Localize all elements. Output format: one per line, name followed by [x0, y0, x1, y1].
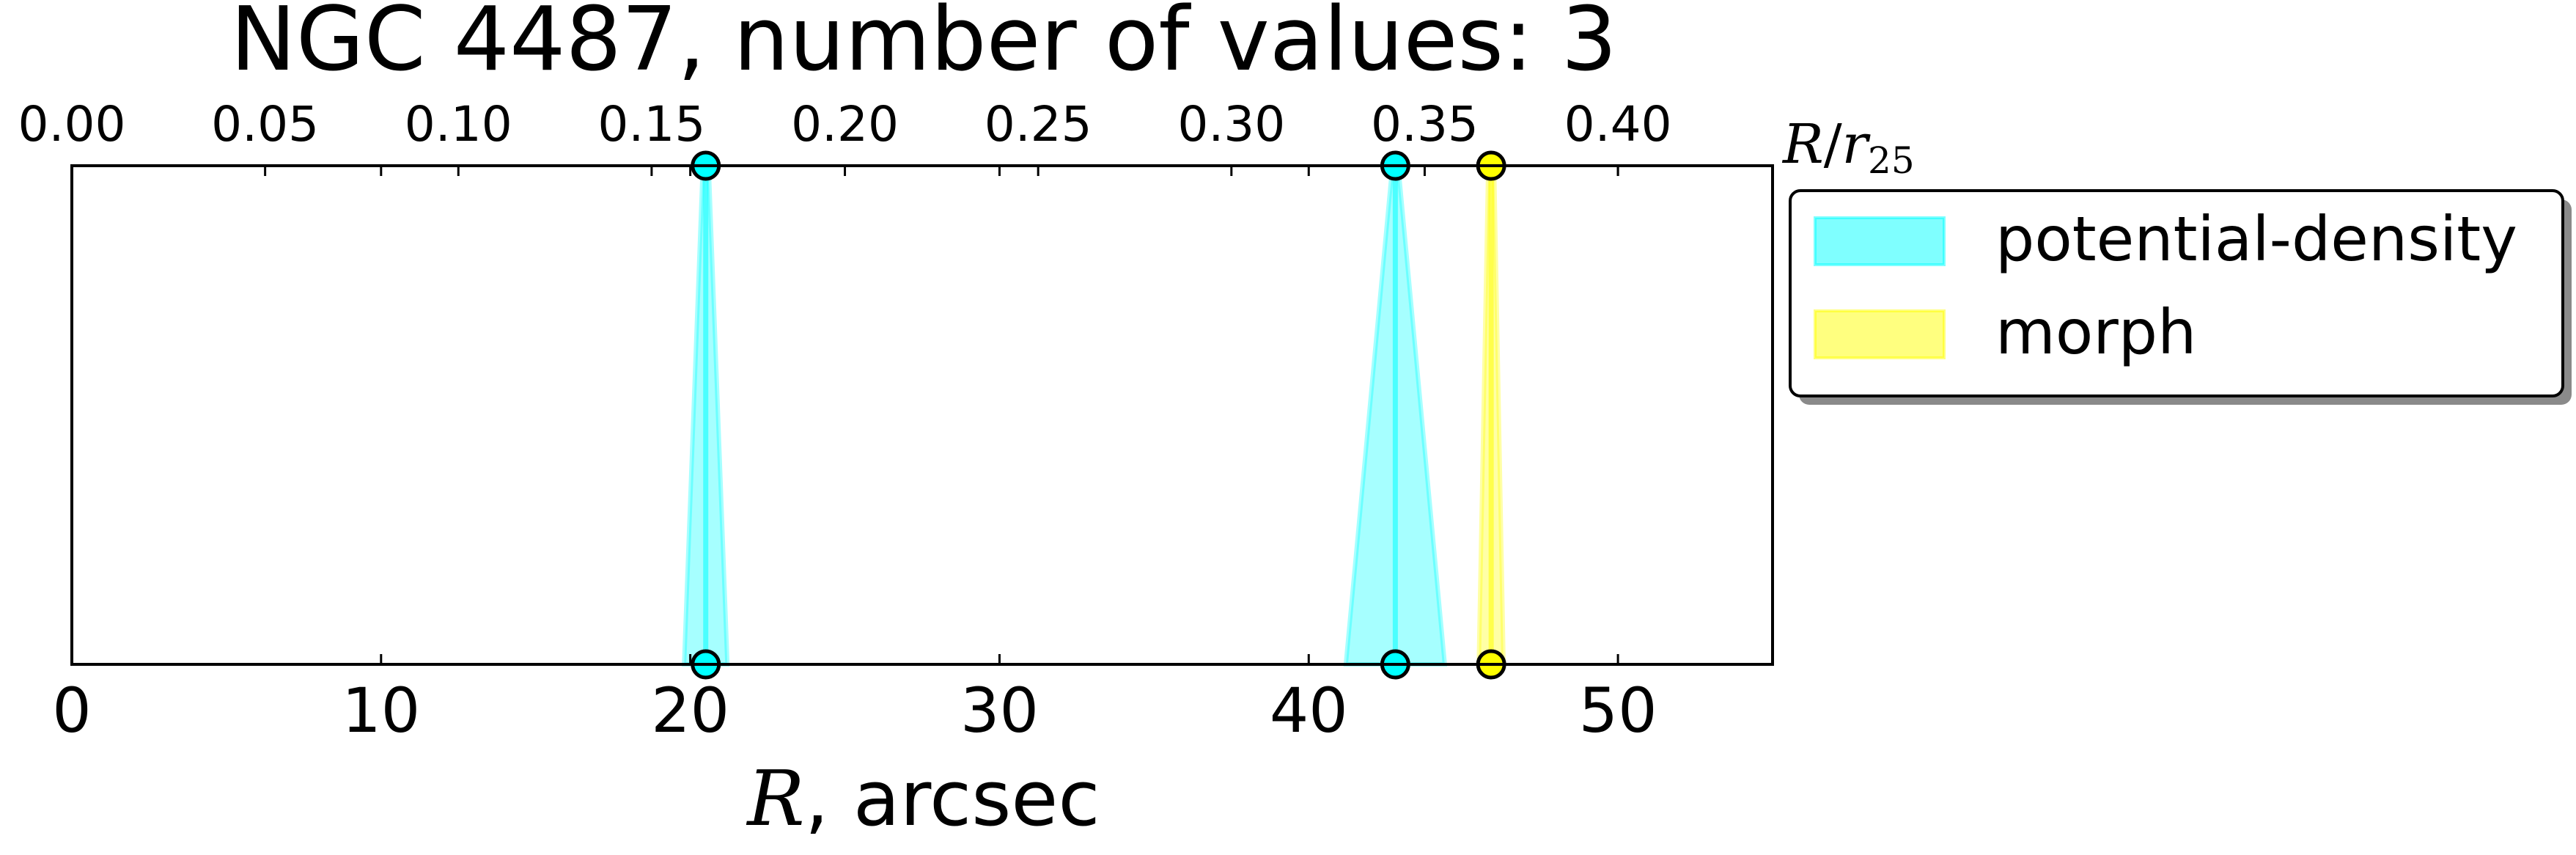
bottom-tick-label-4: 40 [1270, 675, 1348, 746]
top-tick-label-2: 0.10 [405, 96, 512, 153]
top-axis-ticks: 0.00 0.05 0.10 0.15 0.20 0.25 0.30 0.35 0.40 [18, 96, 1672, 176]
top-tick-label-4: 0.20 [791, 96, 899, 153]
bottom-tick-label-0: 0 [52, 675, 91, 746]
legend-swatch-morph [1814, 309, 1946, 359]
top-axis-label: R/r25 [1781, 113, 1915, 182]
legend-label-potential-density: potential-density [1995, 203, 2517, 275]
legend: potential-density morph [1789, 189, 2572, 405]
plot-frame [70, 164, 1774, 666]
legend-label-morph: morph [1995, 296, 2196, 368]
top-tick-label-0: 0.00 [18, 96, 126, 153]
top-tick-label-6: 0.30 [1177, 96, 1285, 153]
x-axis-label-variable: R [746, 754, 804, 843]
bottom-axis-ticks: 0 10 20 30 40 50 [52, 166, 1657, 746]
top-tick-label-8: 0.40 [1564, 96, 1672, 153]
top-tick-label-5: 0.25 [985, 96, 1092, 153]
bottom-tick-label-1: 10 [342, 675, 420, 746]
top-axis-label-variable: R [1781, 113, 1824, 176]
top-axis-label-base: r [1842, 113, 1872, 176]
top-tick-label-3: 0.15 [597, 96, 705, 153]
bottom-tick-label-3: 30 [960, 675, 1039, 746]
legend-box [1789, 189, 2564, 397]
x-axis-label-unit: , arcsec [805, 754, 1100, 843]
top-tick-label-1: 0.05 [211, 96, 319, 153]
top-axis-label-subscript: 25 [1868, 139, 1915, 182]
bottom-tick-label-5: 50 [1579, 675, 1657, 746]
top-axis-label-separator: / [1824, 113, 1842, 176]
bottom-tick-label-2: 20 [651, 675, 729, 746]
top-tick-label-7: 0.35 [1371, 96, 1479, 153]
x-axis-label: R, arcsec [746, 754, 1100, 843]
legend-swatch-potential-density [1814, 216, 1946, 266]
chart-title: NGC 4487, number of values: 3 [230, 0, 1617, 91]
